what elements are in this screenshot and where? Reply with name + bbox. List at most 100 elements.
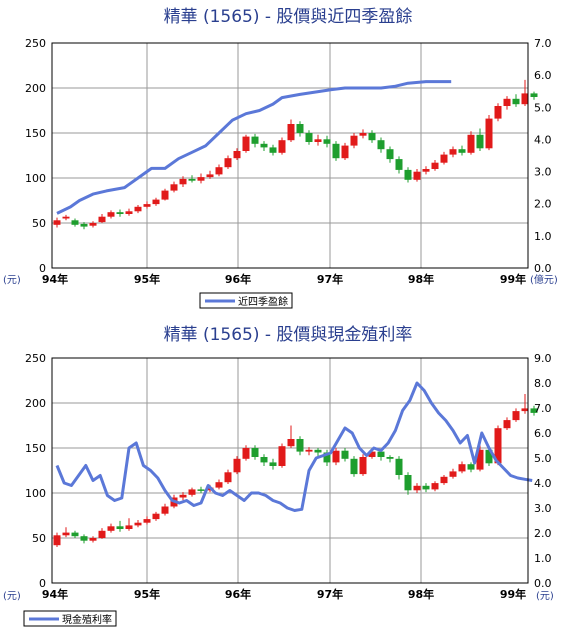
y-left-tick-label: 150 [25, 442, 46, 455]
candle-body [260, 143, 268, 148]
y-left-tick-label: 0 [39, 577, 46, 590]
y-left-tick-label: 150 [25, 127, 46, 140]
candle-body [431, 483, 439, 490]
y-right-tick-label: 1.0 [534, 230, 552, 243]
candle-body [332, 143, 340, 159]
candle-body [278, 446, 286, 466]
candle-body [296, 439, 304, 452]
x-tick-label: 97年 [317, 587, 343, 601]
y-left-tick-label: 50 [32, 532, 46, 545]
candle-body [386, 149, 394, 160]
candle-body [269, 462, 277, 466]
candle-body [260, 457, 268, 463]
x-tick-label: 96年 [225, 272, 251, 286]
candle-body [98, 216, 106, 223]
chart-title: 精華 (1565) - 股價與現金殖利率 [164, 325, 413, 345]
candle-body [152, 199, 160, 205]
candle-body [170, 184, 178, 191]
candle-body [521, 93, 529, 105]
candle-body [71, 532, 79, 537]
candle-body [53, 220, 61, 225]
y-right-tick-label: 9.0 [534, 352, 552, 365]
plot-frame [51, 357, 529, 584]
candle-body [143, 519, 151, 523]
candle-body [242, 136, 250, 151]
candle-body [179, 178, 187, 185]
x-tick-label: 99年 [500, 587, 526, 601]
plot-frame [51, 42, 529, 269]
candle-body [233, 458, 241, 473]
candle-body [422, 169, 430, 172]
y-right-tick-label: 6.0 [534, 427, 552, 440]
candle-body [377, 451, 385, 457]
candle-body [377, 140, 385, 150]
legend-box [199, 292, 293, 309]
legend-box [23, 610, 117, 627]
y-right-tick-label: 5.0 [534, 452, 552, 465]
candle-body [116, 212, 124, 214]
candle-body [152, 513, 160, 520]
candle-body [467, 134, 475, 153]
candle-body [287, 124, 295, 141]
candle-body [530, 93, 538, 97]
candle-body [80, 536, 88, 541]
x-tick-label: 94年 [42, 587, 68, 601]
candle-body [341, 450, 349, 459]
y-left-tick-label: 100 [25, 487, 46, 500]
candle-body [395, 458, 403, 475]
candle-body [197, 489, 205, 491]
candle-body [224, 472, 232, 483]
y-left-tick-label: 250 [25, 352, 46, 365]
x-tick-label: 98年 [408, 587, 434, 601]
candle-body [215, 167, 223, 175]
candle-body [224, 158, 232, 168]
candle-body [296, 124, 304, 133]
candle-body [350, 135, 358, 146]
candle-body [251, 136, 259, 144]
y-left-tick-label: 250 [25, 37, 46, 50]
candle-body [359, 457, 367, 475]
candle-body [116, 526, 124, 529]
y-right-tick-label: 7.0 [534, 37, 552, 50]
y-left-unit: (元) [3, 275, 21, 286]
y-right-tick-label: 8.0 [534, 377, 552, 390]
candle-body [404, 475, 412, 491]
candle-body [359, 133, 367, 136]
y-left-tick-label: 200 [25, 82, 46, 95]
candle-body [62, 532, 70, 536]
x-tick-label: 97年 [317, 272, 343, 286]
chart-title: 精華 (1565) - 股價與近四季盈餘 [164, 7, 413, 27]
candle-body [233, 151, 241, 159]
legend: 現金殖利率 [23, 610, 117, 627]
candle-body [314, 449, 322, 453]
y-left-unit: (元) [3, 591, 21, 602]
legend: 近四季盈餘 [199, 292, 293, 309]
candle-body [134, 206, 142, 212]
candle-body [413, 171, 421, 180]
candle-body [269, 147, 277, 153]
candle-body [395, 159, 403, 170]
candle-body [404, 169, 412, 180]
candle-body [188, 178, 196, 181]
candle-body [125, 525, 133, 529]
candle-body [332, 450, 340, 463]
candle-body [458, 464, 466, 472]
y-right-tick-label: 3.0 [534, 502, 552, 515]
candle-body [314, 139, 322, 142]
candle-body [485, 118, 493, 149]
candle-body [440, 154, 448, 163]
candle-body [467, 464, 475, 470]
candle-body [422, 485, 430, 490]
y-right-tick-label: 0.0 [534, 577, 552, 590]
candle-body [206, 174, 214, 178]
candle-body [350, 458, 358, 475]
candle-body [197, 177, 205, 181]
candle-body [143, 204, 151, 207]
y-right-tick-label: 2.0 [534, 198, 552, 211]
candle-body [521, 408, 529, 412]
candle-body [476, 134, 484, 149]
legend-label: 現金殖利率 [62, 613, 112, 626]
candle-body [215, 482, 223, 488]
y-right-tick-label: 3.0 [534, 166, 552, 179]
